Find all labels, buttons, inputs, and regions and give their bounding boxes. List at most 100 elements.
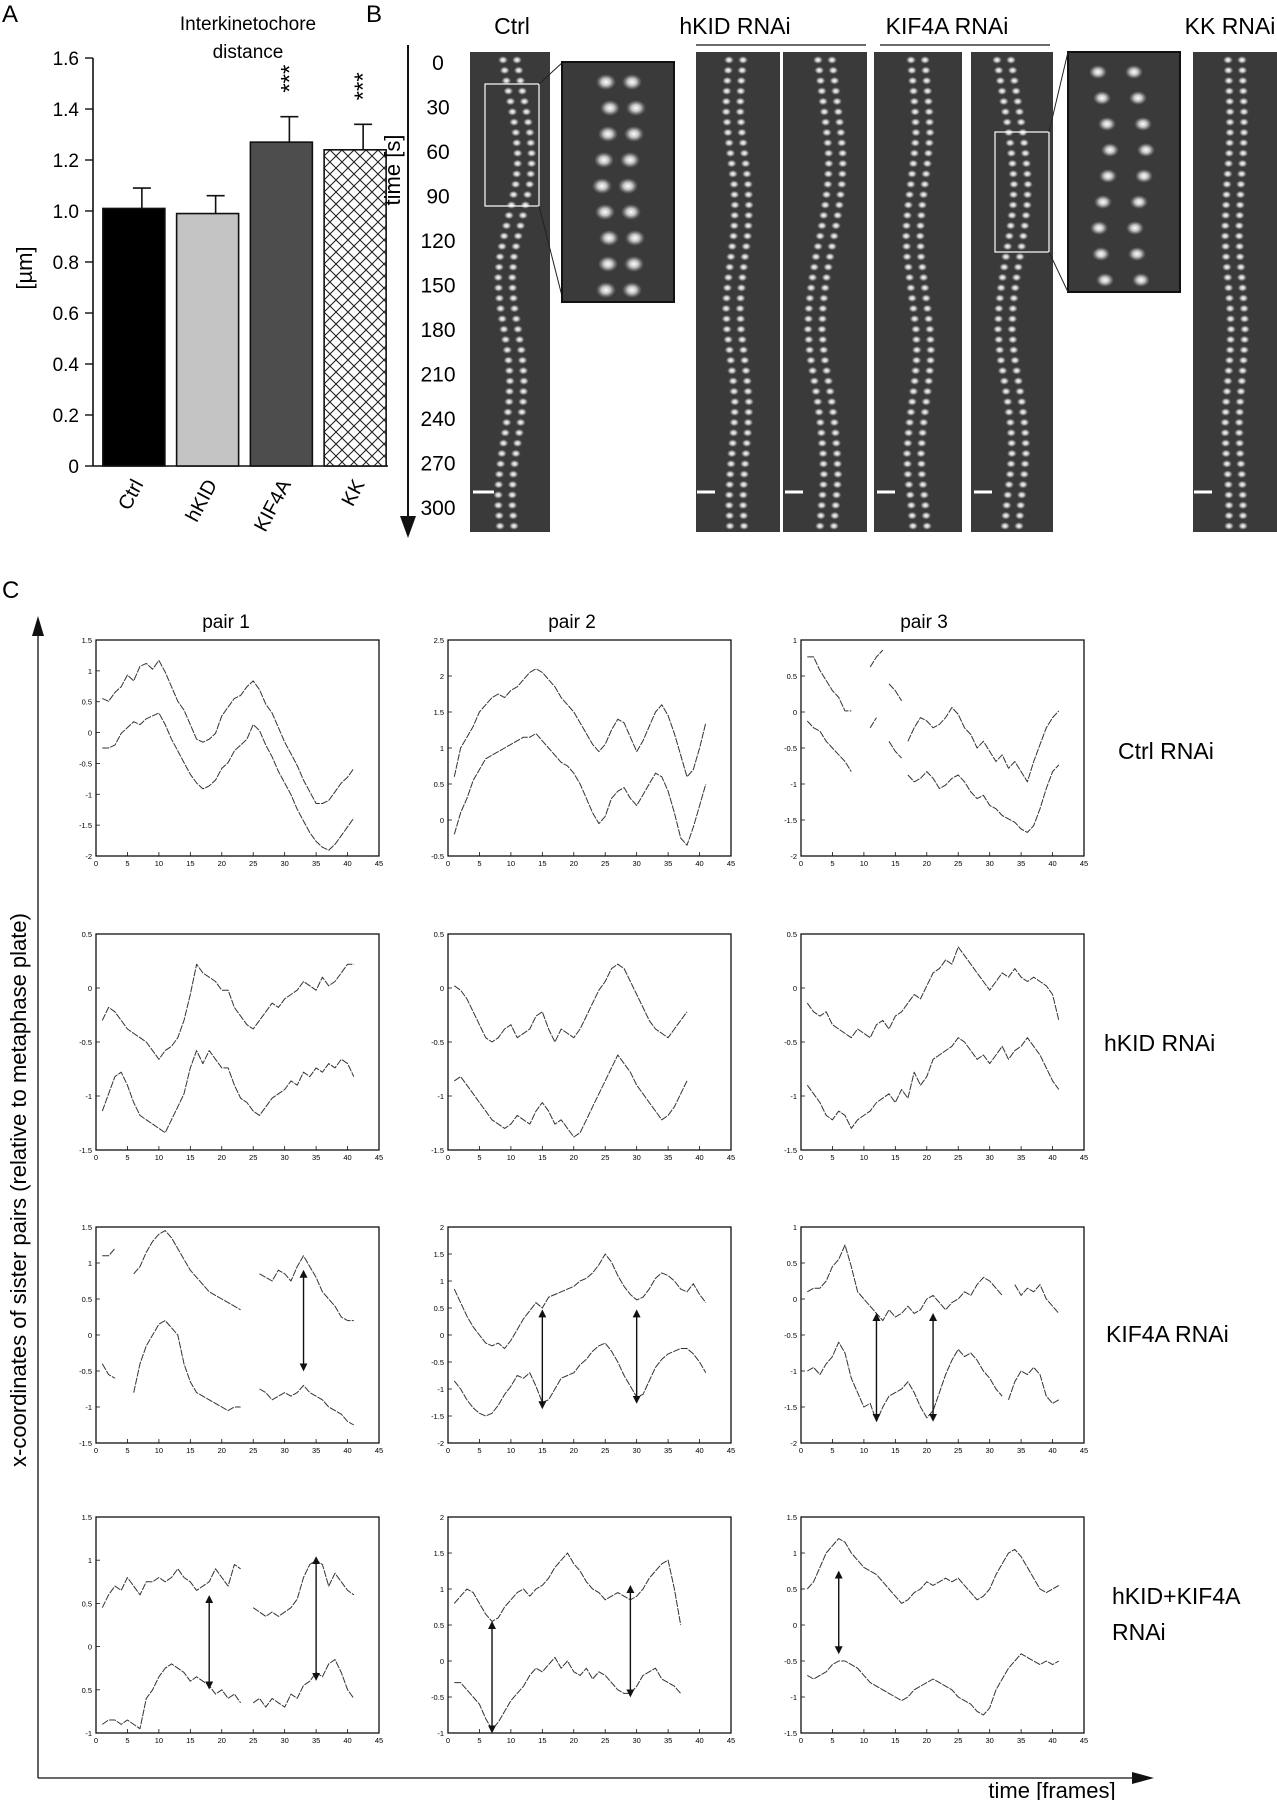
trajectory-x-tick-label: 5 bbox=[830, 1736, 834, 1745]
kymograph-spot bbox=[497, 314, 508, 323]
kymograph-spot bbox=[721, 294, 732, 303]
kymograph-spot bbox=[513, 232, 524, 241]
kymograph-spot bbox=[916, 252, 927, 261]
trajectory-y-tick-label: 0.5 bbox=[787, 1259, 797, 1268]
kymograph-spot bbox=[832, 459, 843, 468]
kymograph-spot bbox=[1022, 169, 1033, 178]
kymograph-spot bbox=[519, 97, 530, 106]
kymograph-spot bbox=[1224, 87, 1235, 96]
trajectory-y-tick-label: -1 bbox=[790, 780, 797, 789]
kymograph-spot bbox=[1021, 159, 1032, 168]
trajectory-y-tick-label: 0.5 bbox=[434, 930, 444, 939]
kymograph-spot bbox=[724, 501, 735, 510]
kymograph-spot bbox=[517, 356, 528, 365]
kymograph-spot bbox=[811, 387, 822, 396]
kymograph-spot bbox=[518, 397, 529, 406]
trajectory-plot-frame bbox=[95, 1226, 380, 1444]
trajectory-panel: 1.510.500.5-10 5 10 15 20 25 30 35 40 45 bbox=[82, 1513, 384, 1745]
kymograph-spot bbox=[1220, 211, 1231, 220]
kymograph-spot bbox=[815, 511, 826, 520]
trajectory-x-tick-label: 15 bbox=[538, 1446, 546, 1455]
kymograph-strip bbox=[971, 52, 1053, 532]
kymograph-spot bbox=[508, 190, 519, 199]
kymograph-spot bbox=[924, 128, 935, 137]
kymograph-time-tick-label: 0 bbox=[432, 52, 444, 75]
trajectory-y-tick-label: 0 bbox=[793, 708, 797, 717]
kymograph-spot bbox=[1238, 149, 1249, 158]
kymograph-spot bbox=[1234, 428, 1245, 437]
kymograph-spot bbox=[1000, 522, 1010, 530]
kymograph-spot bbox=[834, 118, 845, 127]
kymograph-spot bbox=[512, 56, 522, 64]
kymograph-spot bbox=[823, 169, 834, 178]
kymograph-spot bbox=[741, 242, 752, 251]
trajectory-x-tick-label: 35 bbox=[312, 1736, 320, 1745]
kymograph-spot bbox=[1007, 66, 1018, 75]
trajectory-x-tick-label: 35 bbox=[664, 1736, 672, 1745]
kymograph-spot bbox=[518, 387, 529, 396]
kymograph-spot bbox=[513, 66, 524, 75]
kymograph-spot bbox=[1234, 418, 1245, 427]
kymograph-spot bbox=[526, 149, 537, 158]
trajectory-x-tick-label: 5 bbox=[830, 1153, 834, 1162]
kymograph-spot bbox=[805, 356, 816, 365]
bar-y-tick-label: 1.2 bbox=[53, 151, 79, 172]
kymograph-spot bbox=[741, 366, 751, 375]
kymograph-spot bbox=[921, 76, 932, 85]
kymograph-spot bbox=[737, 335, 748, 344]
kymograph-spot bbox=[817, 325, 828, 334]
kymograph-spot bbox=[1019, 221, 1030, 230]
kymograph-spot bbox=[1006, 428, 1017, 437]
kymograph-spot bbox=[725, 149, 736, 158]
bar-chart-title-line-1: Interkinetochore bbox=[180, 14, 316, 35]
trajectory-x-tick-label: 25 bbox=[954, 859, 962, 868]
trajectory-y-tick-label: -1.5 bbox=[79, 821, 92, 830]
inset-spot bbox=[622, 74, 642, 90]
kymograph-spot bbox=[806, 283, 817, 292]
trajectory-x-tick-label: 10 bbox=[155, 1736, 163, 1745]
kymograph-spot bbox=[901, 232, 912, 241]
kymograph-spot bbox=[905, 283, 916, 292]
kymograph-spot bbox=[518, 377, 529, 386]
kymograph-spot bbox=[1224, 97, 1235, 106]
kymograph-spot bbox=[1224, 294, 1235, 303]
trajectory-panel: 0.50-0.5-1-1.50 5 10 15 20 25 30 35 40 45 bbox=[79, 930, 383, 1162]
kymograph-spot bbox=[904, 190, 915, 199]
kymograph-spot bbox=[829, 511, 840, 520]
kymograph-spot bbox=[917, 263, 928, 272]
trajectory-x-tick-label: 40 bbox=[343, 1446, 351, 1455]
trajectory-x-tick-label: 25 bbox=[954, 1446, 962, 1455]
trajectory-x-tick-label: 15 bbox=[186, 1446, 194, 1455]
kymograph-spot bbox=[1006, 56, 1016, 64]
bar-chart-bars: *** *** bbox=[102, 65, 387, 467]
kymograph-spot bbox=[832, 480, 843, 489]
kymograph-spot bbox=[1010, 283, 1021, 292]
trajectory-y-tick-label: -0.5 bbox=[79, 1038, 92, 1047]
panel-a: A Interkinetochore distance [µm] 0 0.2 0.4… bbox=[2, 1, 388, 535]
kymograph-spot bbox=[1222, 169, 1233, 178]
bar bbox=[102, 207, 166, 467]
kymograph-spot bbox=[907, 397, 918, 406]
kymograph-spot bbox=[494, 263, 505, 272]
kymograph-spot bbox=[818, 294, 829, 303]
inset-spot bbox=[1098, 117, 1116, 131]
trajectory-y-tick-label: -1 bbox=[85, 1729, 92, 1738]
trajectory-x-tick-label: 45 bbox=[1080, 1446, 1088, 1455]
kymograph-spot bbox=[817, 490, 828, 499]
trajectory-y-tick-label: 0.5 bbox=[82, 1599, 92, 1608]
kymograph-spot bbox=[809, 377, 820, 386]
kymograph-spot bbox=[1018, 480, 1029, 489]
trajectory-series-line bbox=[453, 1253, 707, 1349]
trajectory-series-line bbox=[133, 1230, 241, 1311]
trajectory-y-tick-label: -2 bbox=[790, 852, 797, 861]
kymograph-spot bbox=[818, 470, 829, 479]
kymograph-spot bbox=[918, 418, 929, 427]
kymograph-spot bbox=[902, 459, 913, 468]
trajectory-x-tick-label: 0 bbox=[446, 1153, 450, 1162]
kymograph-spot bbox=[1004, 408, 1015, 417]
kymograph-time-tick-label: 180 bbox=[420, 319, 455, 342]
trajectory-x-tick-label: 20 bbox=[923, 1736, 931, 1745]
kymograph-spot bbox=[729, 211, 740, 220]
kymograph-spot bbox=[821, 366, 832, 375]
trajectory-y-tick-label: 0 bbox=[793, 1621, 797, 1630]
